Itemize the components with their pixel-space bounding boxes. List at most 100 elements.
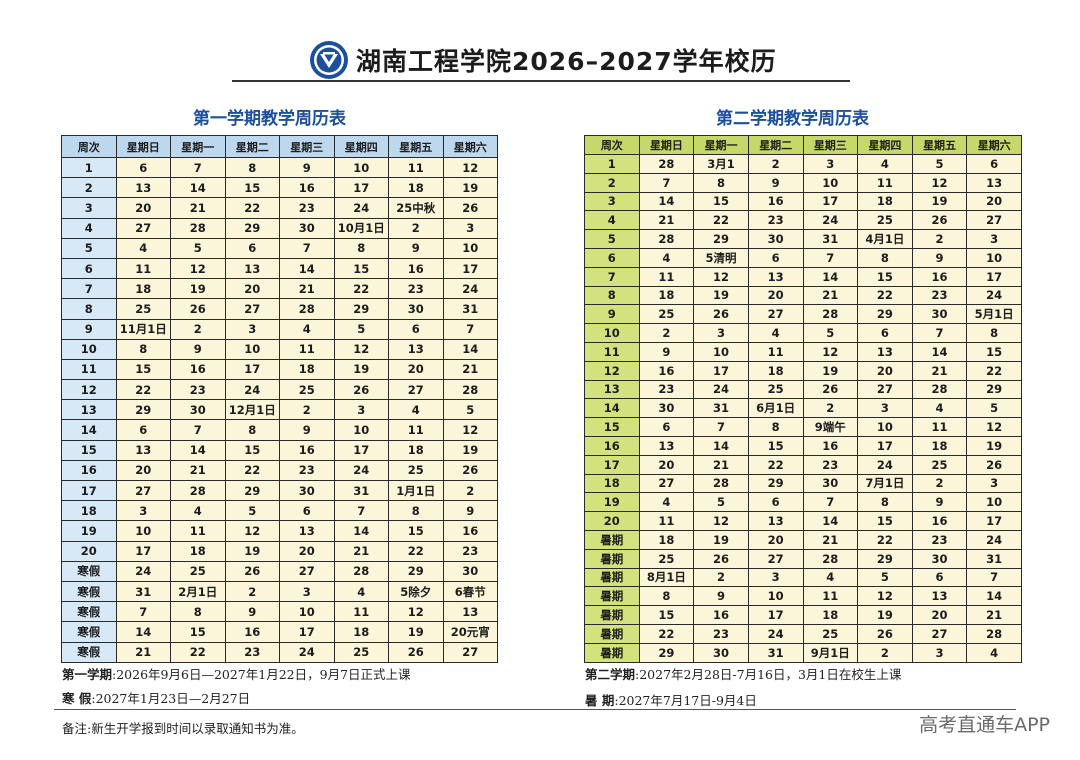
sem2-term-label: 第二学期	[585, 667, 636, 682]
weekday-column-header: 星期二	[224, 135, 280, 158]
date-cell: 8	[966, 323, 1022, 343]
week-number-cell: 5	[61, 237, 117, 259]
date-cell: 4	[388, 399, 444, 421]
date-cell: 21	[693, 454, 749, 475]
week-column-header: 周次	[584, 135, 640, 155]
weekday-column-header: 星期日	[115, 135, 171, 158]
date-cell: 28	[966, 623, 1022, 644]
date-cell: 28	[802, 548, 859, 569]
week-number-cell: 16	[584, 435, 640, 456]
sem1-heading: 第一学期教学周历表	[193, 109, 346, 129]
date-cell: 20	[115, 197, 171, 219]
date-cell: 6春节	[442, 580, 498, 603]
date-cell: 17	[966, 511, 1022, 531]
date-cell: 19	[170, 278, 226, 300]
calendar-week-row: 14 30 31 6月1日 2 3 4 5	[584, 398, 1022, 419]
week-number-cell: 4	[61, 217, 117, 239]
date-cell: 11	[388, 419, 444, 441]
date-cell: 7	[170, 419, 226, 441]
date-cell: 31	[802, 229, 859, 249]
calendar-week-row: 5 28 29 30 31 4月1日 2 3	[584, 229, 1022, 249]
footnote: 备注:新生开学报到时间以录取通知书为准。	[62, 721, 304, 736]
date-cell: 24	[333, 459, 389, 482]
date-cell: 13	[747, 511, 804, 531]
week-number-cell: 6	[584, 247, 640, 268]
date-cell: 23	[388, 278, 444, 300]
date-cell: 21	[333, 540, 389, 562]
date-cell: 5	[802, 323, 859, 343]
date-cell: 24	[966, 529, 1022, 550]
week-number-cell: 暑期	[584, 586, 640, 607]
date-cell: 28	[333, 560, 389, 582]
date-cell: 14	[802, 266, 859, 287]
date-cell: 8	[693, 172, 749, 193]
date-cell: 23	[911, 285, 968, 306]
date-cell: 25	[911, 454, 968, 475]
date-cell: 26	[388, 641, 444, 663]
date-cell: 22	[170, 641, 226, 663]
date-cell: 13	[966, 172, 1022, 193]
date-cell: 5	[442, 399, 498, 421]
date-cell: 28	[693, 473, 749, 494]
sem2-header-row: 周次 星期日 星期一 星期二 星期三 星期四 星期五 星期六	[584, 135, 1022, 155]
sem2-term-dates: :2027年2月28日-7月16日，3月1日在校生上课	[635, 667, 902, 682]
calendar-week-row: 暑期 22 23 24 25 26 27 28	[584, 623, 1022, 644]
week-number-cell: 10	[61, 338, 117, 360]
date-cell: 9	[693, 586, 749, 607]
date-cell: 26	[224, 560, 280, 582]
date-cell: 21	[115, 641, 171, 663]
date-cell: 9	[170, 338, 226, 360]
week-number-cell: 15	[61, 439, 117, 461]
date-cell: 23	[911, 529, 968, 550]
date-cell: 29	[638, 642, 695, 663]
date-cell: 7	[170, 156, 226, 179]
week-number-cell: 17	[584, 454, 640, 475]
date-cell: 13	[388, 338, 444, 360]
date-cell: 10	[333, 419, 389, 441]
date-cell: 11	[279, 338, 335, 360]
date-cell: 2	[911, 229, 968, 249]
calendar-week-row: 17 20 21 22 23 24 25 26	[584, 454, 1022, 475]
date-cell: 13	[115, 177, 171, 199]
date-cell: 18	[333, 621, 389, 643]
date-cell: 22	[388, 540, 444, 562]
date-cell: 9	[224, 601, 280, 623]
week-number-cell: 4	[584, 210, 640, 231]
date-cell: 13	[224, 257, 280, 280]
calendar-week-row: 寒假 14 15 16 17 18 19 20元宵	[61, 621, 498, 643]
date-cell: 23	[224, 641, 280, 663]
date-cell: 18	[638, 285, 695, 306]
week-number-cell: 14	[61, 419, 117, 441]
date-cell: 25	[279, 379, 335, 401]
date-cell: 22	[966, 360, 1022, 381]
date-cell: 14	[966, 586, 1022, 607]
date-cell: 24	[966, 285, 1022, 306]
date-cell: 17	[442, 257, 498, 280]
date-cell: 2	[442, 479, 498, 502]
date-cell: 5	[333, 318, 389, 340]
date-cell: 8	[388, 500, 444, 522]
sem2-vacation-dates: :2027年7月17日-9月4日	[614, 693, 757, 708]
date-cell: 4	[966, 642, 1022, 663]
calendar-week-row: 7 18 19 20 21 22 23 24	[61, 278, 498, 300]
date-cell: 28	[279, 298, 335, 320]
calendar-week-row: 15 13 14 15 16 17 18 19	[61, 439, 498, 461]
weekday-column-header: 星期三	[802, 135, 859, 155]
date-cell: 17	[747, 605, 804, 625]
date-cell: 13	[442, 601, 498, 623]
sem2-vacation-label: 暑 期	[585, 693, 615, 708]
date-cell: 29	[966, 379, 1022, 400]
date-cell: 12	[224, 520, 280, 542]
date-cell: 4	[857, 154, 913, 174]
calendar-week-row: 10 2 3 4 5 6 7 8	[584, 323, 1022, 343]
date-cell: 13	[911, 586, 968, 607]
date-cell: 28	[802, 304, 859, 325]
date-cell: 4	[170, 500, 226, 522]
date-cell: 12	[911, 172, 968, 193]
date-cell: 15	[170, 621, 226, 643]
date-cell: 20	[747, 285, 804, 306]
date-cell: 16	[693, 605, 749, 625]
date-cell: 10	[966, 492, 1022, 513]
calendar-week-row: 3 20 21 22 23 24 25中秋 26	[61, 197, 498, 219]
date-cell: 30	[693, 642, 749, 663]
